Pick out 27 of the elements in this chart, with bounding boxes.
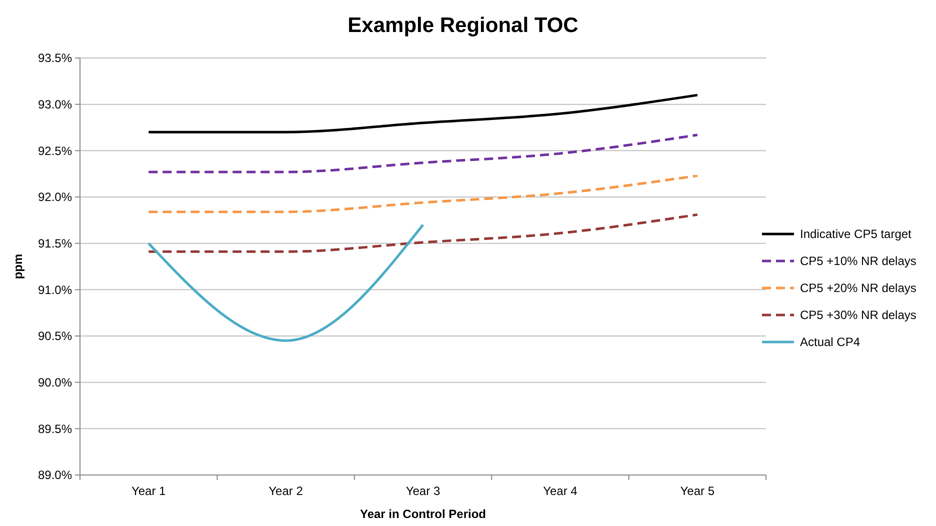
y-tick-label: 92.5% xyxy=(38,144,72,158)
y-tick-label: 93.0% xyxy=(38,98,72,112)
line-series xyxy=(147,134,699,174)
y-tick-label: 91.0% xyxy=(38,282,72,297)
y-tick-label: 89.0% xyxy=(38,468,72,482)
x-tick-label: Year 1 xyxy=(131,484,166,498)
y-tick-label: 89.5% xyxy=(38,422,72,436)
legend-label: CP5 +10% NR delays xyxy=(800,254,916,268)
y-tick-label: 92.0% xyxy=(38,190,72,204)
x-tick-label: Year 2 xyxy=(268,484,304,498)
line-series xyxy=(147,213,699,253)
legend-label: CP5 +20% NR delays xyxy=(800,281,916,296)
y-tick-label: 91.5% xyxy=(38,236,72,251)
y-tick-label: 90.5% xyxy=(38,329,72,344)
x-tick-label: Year 3 xyxy=(406,484,440,498)
x-axis-title: Year in Control Period xyxy=(360,507,486,521)
chart-title: Example Regional TOC xyxy=(348,14,578,37)
line-series xyxy=(147,94,699,134)
y-tick-label: 90.0% xyxy=(38,376,72,390)
legend-label: Actual CP4 xyxy=(800,335,860,350)
x-tick-label: Year 5 xyxy=(680,484,715,498)
y-axis-title: ppm xyxy=(11,254,25,280)
y-tick-label: 93.5% xyxy=(38,51,72,66)
x-tick-label: Year 4 xyxy=(543,484,578,498)
line-series xyxy=(147,174,699,214)
legend-label: CP5 +30% NR delays xyxy=(800,308,916,322)
legend-label: Indicative CP5 target xyxy=(800,227,912,242)
